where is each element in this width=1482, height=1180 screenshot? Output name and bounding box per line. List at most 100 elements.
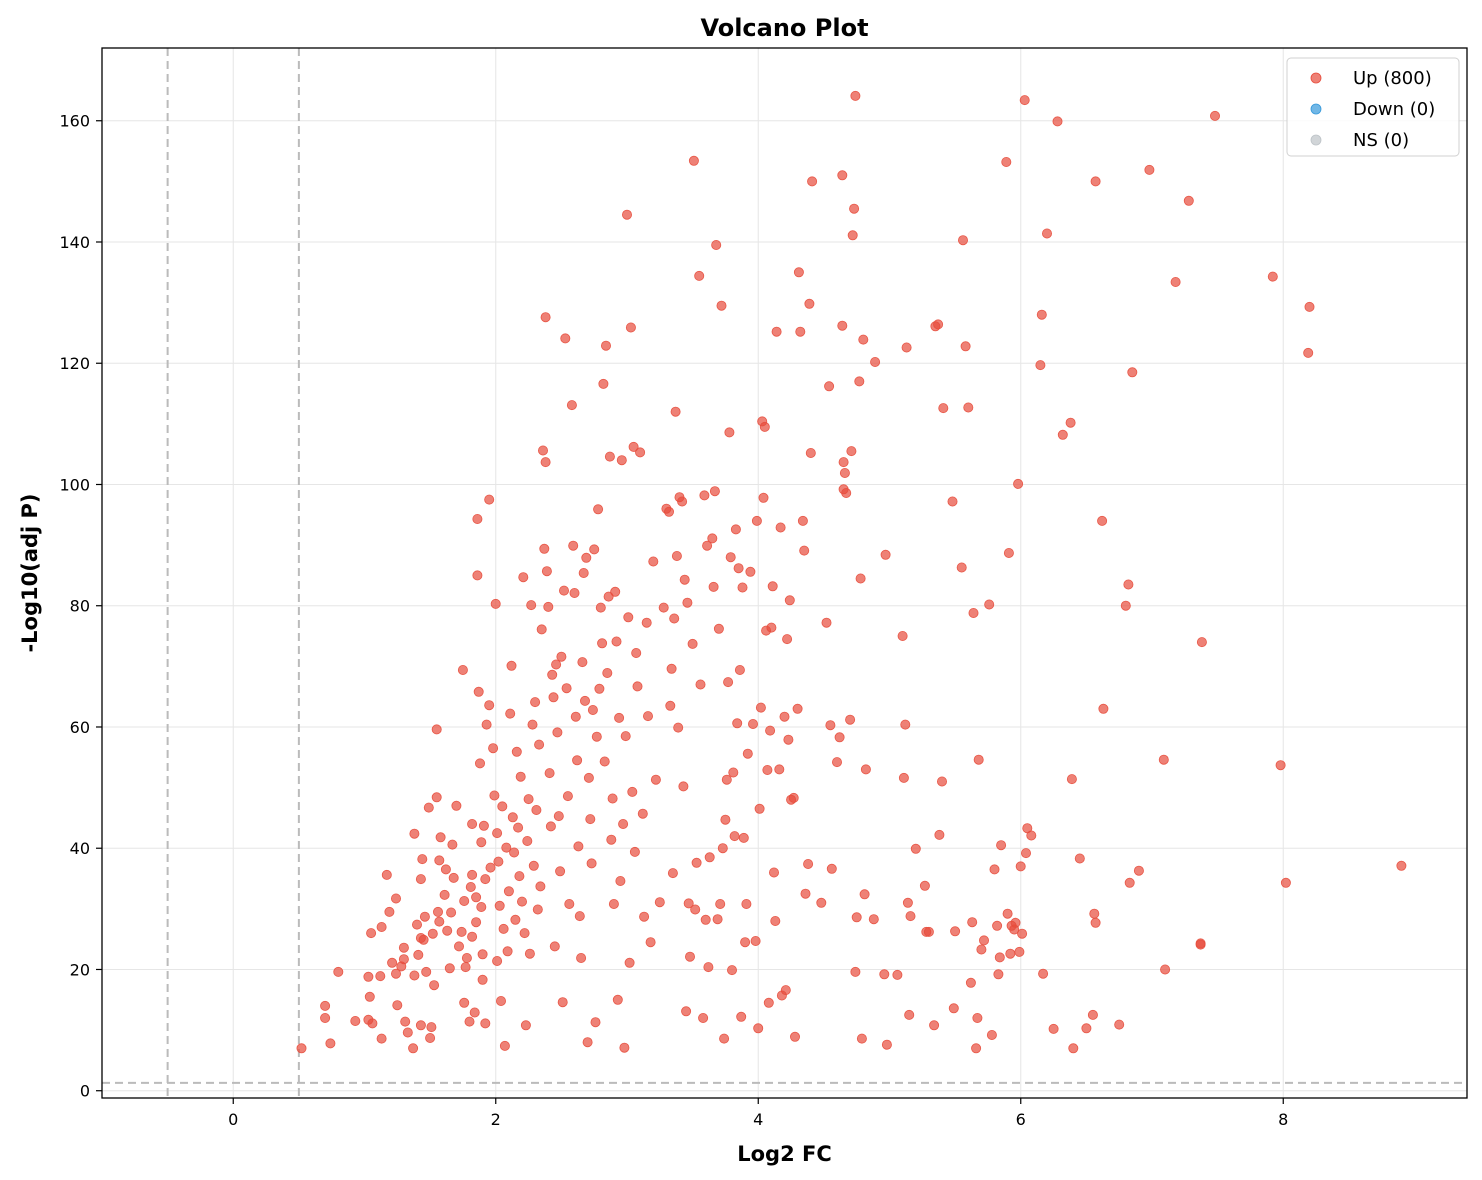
data-point-up	[733, 563, 744, 574]
data-point-up	[643, 711, 654, 722]
data-point-up	[690, 904, 701, 915]
data-point-up	[551, 659, 562, 670]
data-point-up	[363, 971, 374, 982]
data-point-up	[880, 549, 891, 560]
data-point-up	[574, 911, 585, 922]
data-point-up	[1304, 301, 1315, 312]
x-tick-label: 0	[228, 1110, 238, 1129]
data-point-up	[620, 731, 631, 742]
legend-marker-down	[1310, 103, 1322, 115]
data-point-up	[552, 727, 563, 738]
data-point-up	[608, 899, 619, 910]
data-point-up	[839, 467, 850, 478]
data-point-up	[639, 911, 650, 922]
data-point-up	[1036, 309, 1047, 320]
data-point-up	[681, 1006, 692, 1017]
data-point-up	[1090, 917, 1101, 928]
data-point-up	[1052, 116, 1063, 127]
data-point-up	[534, 739, 545, 750]
data-point-up	[904, 1009, 915, 1020]
data-point-up	[821, 617, 832, 628]
data-point-up	[965, 977, 976, 988]
data-point-up	[685, 951, 696, 962]
data-point-up	[1003, 548, 1014, 559]
data-point-up	[476, 837, 487, 848]
x-tick-label: 4	[753, 1110, 763, 1129]
data-point-up	[972, 1013, 983, 1024]
data-point-up	[793, 267, 804, 278]
data-point-up	[1097, 515, 1108, 526]
data-point-up	[868, 914, 879, 925]
data-point-up	[510, 914, 521, 925]
data-point-up	[762, 765, 773, 776]
data-point-up	[992, 920, 1003, 931]
data-point-up	[350, 1016, 361, 1027]
data-point-up	[832, 757, 843, 768]
data-point-up	[683, 898, 694, 909]
data-point-up	[509, 847, 520, 858]
data-point-up	[897, 631, 908, 642]
data-point-up	[694, 270, 705, 281]
data-point-up	[582, 1037, 593, 1048]
data-point-up	[691, 857, 702, 868]
data-point-up	[859, 889, 870, 900]
data-point-up	[753, 1023, 764, 1034]
data-point-up	[671, 551, 682, 562]
data-point-up	[723, 677, 734, 688]
data-point-up	[409, 828, 420, 839]
data-point-up	[729, 831, 740, 842]
data-point-up	[520, 1020, 531, 1031]
data-point-up	[658, 602, 669, 613]
data-point-up	[547, 669, 558, 680]
data-point-up	[413, 949, 424, 960]
data-point-up	[622, 209, 633, 220]
data-point-up	[467, 931, 478, 942]
data-point-up	[858, 334, 869, 345]
y-tick-label: 60	[70, 718, 90, 737]
data-point-up	[688, 155, 699, 166]
data-point-up	[540, 312, 551, 323]
data-point-up	[427, 928, 438, 939]
data-point-up	[431, 792, 442, 803]
data-point-up	[963, 402, 974, 413]
data-point-up	[824, 381, 835, 392]
data-point-up	[986, 1030, 997, 1041]
data-point-up	[432, 906, 443, 917]
data-point-up	[856, 1033, 867, 1044]
data-point-up	[459, 896, 470, 907]
data-point-up	[408, 1043, 419, 1054]
data-point-up	[540, 457, 551, 468]
data-point-up	[511, 746, 522, 757]
data-point-up	[442, 925, 453, 936]
data-point-up	[1303, 347, 1314, 358]
data-point-up	[333, 966, 344, 977]
data-point-up	[568, 540, 579, 551]
data-point-up	[417, 854, 428, 865]
y-tick-label: 80	[70, 597, 90, 616]
data-point-up	[695, 679, 706, 690]
data-point-up	[803, 859, 814, 870]
data-point-up	[1195, 939, 1206, 950]
data-point-up	[725, 552, 736, 563]
data-point-up	[850, 90, 861, 101]
data-point-up	[451, 800, 462, 811]
data-point-up	[456, 926, 467, 937]
data-point-up	[779, 711, 790, 722]
data-point-up	[1042, 228, 1053, 239]
data-point-up	[398, 942, 409, 953]
data-point-up	[910, 843, 921, 854]
legend-box	[1286, 57, 1460, 157]
data-point-up	[721, 774, 732, 785]
data-point-up	[320, 1013, 331, 1024]
data-point-up	[699, 490, 710, 501]
data-point-up	[670, 406, 681, 417]
data-point-up	[1114, 1019, 1125, 1030]
data-point-up	[1133, 865, 1144, 876]
data-point-up	[539, 543, 550, 554]
data-point-up	[1124, 877, 1135, 888]
data-point-up	[562, 791, 573, 802]
data-point-up	[390, 968, 401, 979]
data-point-up	[730, 524, 741, 535]
data-point-up	[968, 608, 979, 619]
data-point-up	[453, 941, 464, 952]
